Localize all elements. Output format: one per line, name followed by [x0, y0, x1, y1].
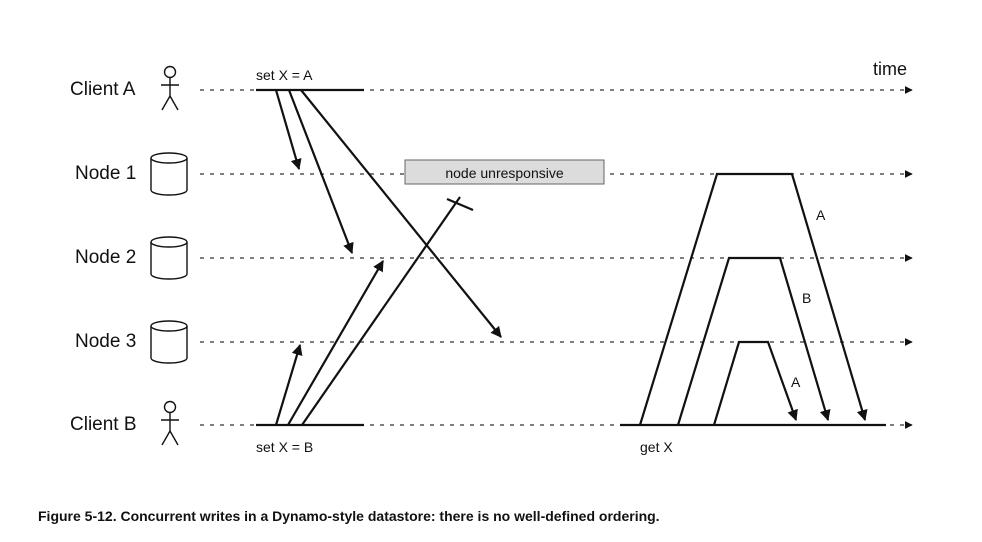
database-icon	[150, 152, 188, 196]
get-x-label: get X	[640, 439, 673, 455]
person-icon	[161, 400, 179, 446]
node-unresponsive-label: node unresponsive	[445, 165, 564, 181]
lane-label-node-1: Node 1	[75, 163, 136, 184]
database-icon	[150, 320, 188, 364]
response-value-node-1: A	[816, 207, 826, 223]
write-b-to-node-2-arrow	[287, 260, 384, 426]
lane-label-node-3: Node 3	[75, 331, 136, 352]
write-a-to-node-1-arrow	[274, 89, 302, 171]
read-node-1-path	[638, 172, 868, 426]
lane-label-client-a: Client A	[70, 79, 136, 100]
set-x-a-label: set X = A	[256, 67, 313, 83]
write-b-to-node-1-lost-line	[301, 196, 461, 426]
response-value-node-3: A	[791, 374, 801, 390]
write-a-to-node-2-arrow	[287, 89, 354, 255]
lost-message-cross-icon	[446, 197, 474, 212]
read-node-3-path	[712, 340, 798, 426]
lane-label-client-b: Client B	[70, 414, 137, 435]
dynamo-concurrent-writes-diagram: Client A Node 1 Node 2 Node 3 Client B t…	[70, 59, 913, 455]
time-label: time	[873, 59, 907, 79]
figure-caption: Figure 5-12. Concurrent writes in a Dyna…	[38, 508, 660, 524]
node-unresponsive-box	[404, 159, 605, 185]
response-value-node-2: B	[802, 290, 811, 306]
database-icon	[150, 236, 188, 280]
write-b-to-node-3-arrow	[274, 343, 303, 426]
set-x-b-label: set X = B	[256, 439, 313, 455]
person-icon	[161, 65, 179, 111]
write-a-to-node-3-arrow	[300, 89, 502, 338]
read-node-2-path	[676, 256, 831, 426]
lane-label-node-2: Node 2	[75, 247, 136, 268]
